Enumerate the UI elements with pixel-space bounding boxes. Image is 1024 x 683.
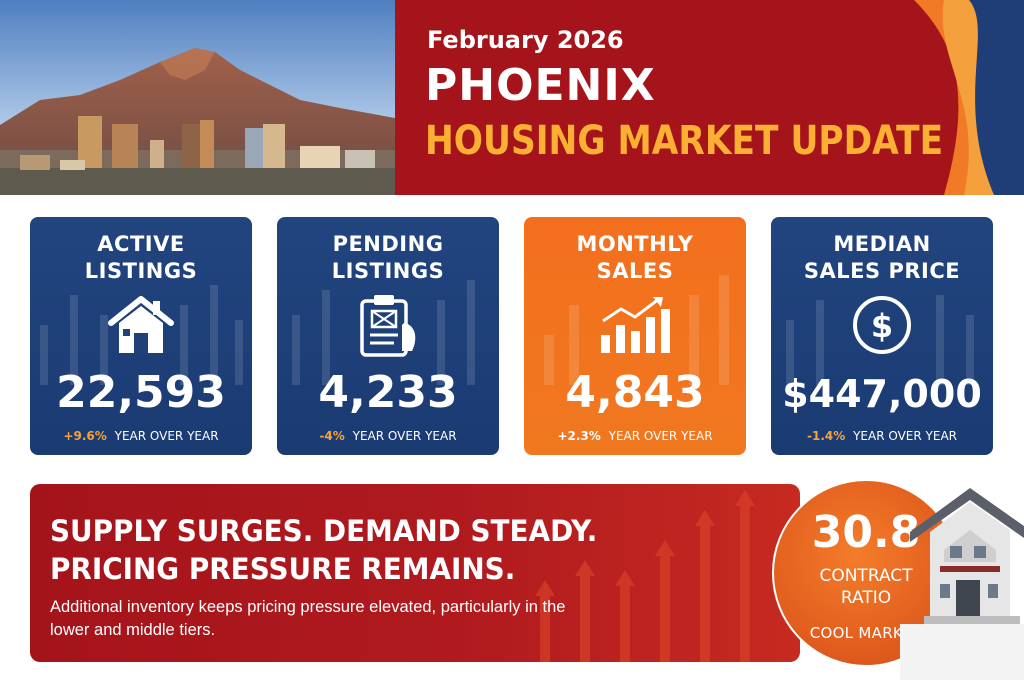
card-change: -1.4% YEAR OVER YEAR	[771, 429, 993, 443]
bar-chart-icon	[524, 293, 746, 357]
card-value: 22,593	[56, 367, 226, 418]
header-banner: February 2026 PHOENIX HOUSING MARKET UPD…	[395, 0, 1024, 195]
change-percent: -4%	[319, 429, 345, 443]
card-change: +9.6% YEAR OVER YEAR	[30, 429, 252, 443]
change-label: YEAR OVER YEAR	[608, 429, 713, 443]
contract-ratio-label: CONTRACT RATIO	[774, 565, 958, 609]
card-title-line2: LISTINGS	[331, 259, 445, 283]
card-title-line2: LISTINGS	[84, 259, 198, 283]
clipboard-icon	[277, 293, 499, 357]
background-bars	[786, 295, 974, 385]
report-date: February 2026	[427, 26, 624, 54]
page-title: PHOENIX	[425, 60, 656, 111]
market-status: COOL MARKET	[809, 624, 923, 642]
card-value: $447,000	[782, 372, 982, 416]
card-title-line1: MONTHLY	[576, 232, 694, 256]
dollar-icon: $	[771, 293, 993, 357]
house-icon	[30, 293, 252, 357]
stat-card-monthly-sales: MONTHLY SALES 4,843 +2.3% YEAR OVER YEAR	[524, 217, 746, 455]
contract-ratio-label-line1: CONTRACT	[819, 566, 913, 586]
change-percent: -1.4%	[806, 429, 846, 443]
stat-card-median-sales-price: MEDIAN SALES PRICE $ $447,000 -1.4% YEAR…	[771, 217, 993, 455]
card-title-line1: PENDING	[332, 232, 444, 256]
contract-ratio-value: 30.8	[811, 507, 921, 558]
house-illustration	[900, 488, 1024, 680]
contract-ratio-label-line2: RATIO	[840, 588, 892, 608]
summary-body: Additional inventory keeps pricing press…	[50, 598, 566, 639]
change-label: YEAR OVER YEAR	[352, 429, 457, 443]
change-percent: +2.3%	[557, 429, 601, 443]
summary-banner: SUPPLY SURGES. DEMAND STEADY. PRICING PR…	[30, 484, 800, 662]
background-bars	[40, 285, 243, 385]
background-bars	[292, 280, 475, 385]
stat-card-active-listings: ACTIVE LISTINGS 22,593 +9.6% YEAR OVER Y…	[30, 217, 252, 455]
phoenix-skyline-photo	[0, 0, 395, 195]
card-title-line2: SALES PRICE	[803, 259, 961, 283]
change-label: YEAR OVER YEAR	[853, 429, 957, 443]
summary-headline-2: PRICING PRESSURE REMAINS.	[50, 552, 516, 586]
summary-headline-1: SUPPLY SURGES. DEMAND STEADY.	[50, 514, 598, 548]
card-value: 4,233	[318, 367, 458, 418]
card-title-line1: ACTIVE	[97, 232, 185, 256]
rising-arrows-decoration	[535, 490, 755, 662]
card-title-line2: SALES	[596, 259, 674, 283]
page-subtitle: HOUSING MARKET UPDATE	[425, 118, 944, 164]
change-label: YEAR OVER YEAR	[114, 429, 219, 443]
card-title-line1: MEDIAN	[833, 232, 931, 256]
wave-decoration	[914, 0, 1024, 195]
svg-text:$: $	[871, 307, 893, 345]
card-change: +2.3% YEAR OVER YEAR	[524, 429, 746, 443]
card-change: -4% YEAR OVER YEAR	[277, 429, 499, 443]
stat-card-pending-listings: PENDING LISTINGS 4,233 -4% YEAR OVER YEA…	[277, 217, 499, 455]
change-percent: +9.6%	[63, 429, 107, 443]
card-value: 4,843	[565, 367, 705, 418]
background-bars	[544, 275, 729, 385]
